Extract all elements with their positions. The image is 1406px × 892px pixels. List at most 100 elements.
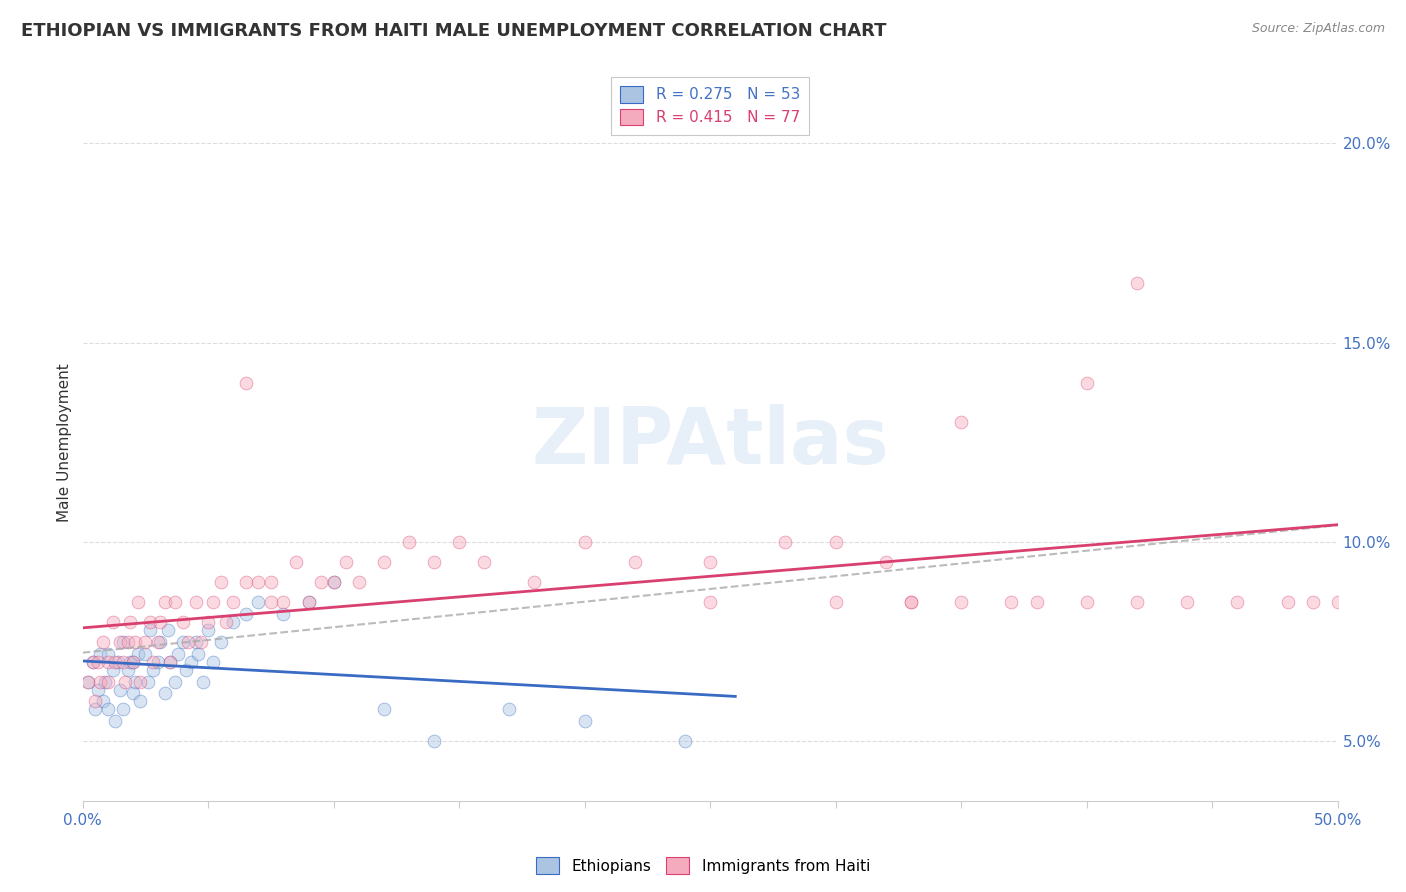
Point [120,615,142,629]
Point [84,694,107,708]
Point [127,595,149,609]
Point [1076,595,1098,609]
Point [235,607,257,621]
Point [172,634,194,648]
Point [155,686,177,700]
Point [197,623,219,637]
Point [111,702,134,716]
Point [1025,595,1047,609]
Point [222,615,245,629]
Point [197,615,219,629]
Point [202,595,225,609]
Point [89,647,111,661]
Point [149,634,172,648]
Point [322,574,344,589]
Point [1126,595,1149,609]
Point [121,686,143,700]
Point [285,555,308,569]
Point [1126,276,1149,290]
Point [124,674,146,689]
Point [124,634,146,648]
Point [134,647,156,661]
Point [900,595,922,609]
Point [121,655,143,669]
Point [1076,376,1098,390]
Point [347,574,370,589]
Point [142,655,165,669]
Point [673,734,696,748]
Legend: Ethiopians, Immigrants from Haiti: Ethiopians, Immigrants from Haiti [530,851,876,880]
Point [202,655,225,669]
Point [86,682,108,697]
Point [114,674,136,689]
Point [82,655,104,669]
Point [900,595,922,609]
Text: ETHIOPIAN VS IMMIGRANTS FROM HAITI MALE UNEMPLOYMENT CORRELATION CHART: ETHIOPIAN VS IMMIGRANTS FROM HAITI MALE … [21,22,887,40]
Point [139,623,162,637]
Point [76,674,98,689]
Point [97,702,120,716]
Point [260,574,283,589]
Point [498,702,520,716]
Point [297,595,319,609]
Point [127,647,149,661]
Point [111,655,134,669]
Point [373,702,395,716]
Point [156,623,179,637]
Point [1326,595,1348,609]
Point [247,595,270,609]
Point [86,655,108,669]
Point [309,574,332,589]
Point [235,574,257,589]
Point [209,634,232,648]
Point [699,595,721,609]
Point [574,535,596,549]
Point [235,376,257,390]
Point [94,674,117,689]
Point [191,674,214,689]
Point [142,663,165,677]
Point [146,634,169,648]
Point [120,655,142,669]
Text: ZIPAtlas: ZIPAtlas [531,404,889,480]
Point [775,535,797,549]
Point [97,647,120,661]
Point [335,555,357,569]
Point [111,634,134,648]
Point [101,663,124,677]
Point [110,682,132,697]
Point [129,674,152,689]
Point [136,674,159,689]
Point [165,595,187,609]
Point [190,634,212,648]
Point [215,615,238,629]
Point [209,574,232,589]
Point [146,655,169,669]
Point [472,555,495,569]
Point [91,694,114,708]
Point [97,655,120,669]
Point [184,634,207,648]
Point [574,714,596,729]
Point [322,574,344,589]
Point [159,655,181,669]
Point [177,634,200,648]
Legend: R = 0.275   N = 53, R = 0.415   N = 77: R = 0.275 N = 53, R = 0.415 N = 77 [612,77,808,135]
Point [101,615,124,629]
Point [273,595,295,609]
Point [187,647,209,661]
Point [91,634,114,648]
Point [950,595,973,609]
Point [159,655,181,669]
Point [117,663,139,677]
Point [222,595,245,609]
Point [1000,595,1022,609]
Point [121,655,143,669]
Point [875,555,897,569]
Point [180,655,202,669]
Point [104,714,127,729]
Point [273,607,295,621]
Point [76,674,98,689]
Point [423,734,446,748]
Point [449,535,471,549]
